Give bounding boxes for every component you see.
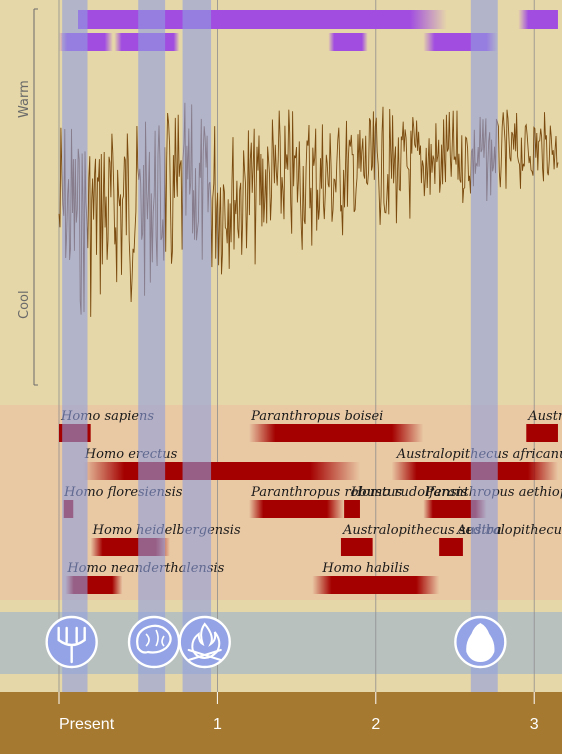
species-label-2: Austra bbox=[527, 409, 562, 424]
tick-label-3: 3 bbox=[530, 716, 539, 733]
cool-label: Cool bbox=[17, 290, 32, 319]
stone-tool-origin-event[interactable] bbox=[454, 615, 507, 669]
time-axis-ticks: Present 1 2 3 bbox=[58, 692, 539, 733]
highlight-band-2 bbox=[182, 0, 212, 692]
species-bar-11 bbox=[439, 538, 463, 556]
highlight-band-0 bbox=[62, 0, 88, 692]
purple-top-band-1 bbox=[518, 10, 558, 29]
species-label-6: Paranthropus robustus bbox=[250, 485, 402, 500]
climate-scale-bracket: Warm Cool bbox=[17, 8, 38, 386]
time-axis-band bbox=[0, 692, 562, 754]
earliest-stone-tools-event[interactable] bbox=[45, 615, 98, 669]
species-label-7: Homo rudolfensis bbox=[350, 485, 468, 500]
handaxe-icon bbox=[466, 623, 495, 662]
tick-label-0: Present bbox=[59, 716, 115, 733]
highlight-bands-layer bbox=[62, 0, 498, 692]
event-icons-layer bbox=[45, 615, 507, 669]
fork-tool-icon bbox=[57, 626, 86, 664]
species-bar-3 bbox=[82, 462, 360, 480]
tick-label-2: 2 bbox=[371, 716, 380, 733]
species-bar-6 bbox=[249, 500, 345, 518]
species-label-10: Australopithecus sediba bbox=[342, 523, 502, 538]
highlight-band-1 bbox=[138, 0, 166, 692]
tick-label-1: 1 bbox=[213, 716, 222, 733]
species-bar-7 bbox=[344, 500, 360, 518]
brain-icon bbox=[136, 624, 172, 654]
highlight-band-3 bbox=[470, 0, 498, 692]
fire-use-circle bbox=[178, 615, 231, 669]
warm-label: Warm bbox=[17, 80, 32, 118]
fire-use-event[interactable] bbox=[178, 615, 231, 669]
species-bar-2 bbox=[526, 424, 558, 442]
species-label-13: Homo habilis bbox=[321, 561, 409, 576]
species-bar-10 bbox=[340, 538, 373, 556]
species-label-1: Paranthropus boisei bbox=[250, 409, 383, 424]
fire-icon bbox=[187, 622, 222, 662]
purple-top-band-0 bbox=[78, 10, 448, 29]
brain-growth-event[interactable] bbox=[127, 615, 181, 669]
species-bar-13 bbox=[312, 576, 440, 594]
gridlines bbox=[58, 0, 535, 692]
species-label-9: Homo heidelbergensis bbox=[92, 523, 241, 538]
species-bar-1 bbox=[249, 424, 424, 442]
purple-lower-band-3 bbox=[328, 33, 368, 51]
